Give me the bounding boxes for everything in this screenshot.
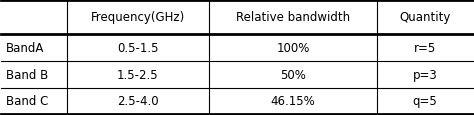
Text: 50%: 50% [280,68,306,81]
Text: Band B: Band B [6,68,49,81]
Text: Frequency(GHz): Frequency(GHz) [91,11,185,24]
Text: BandA: BandA [6,41,45,54]
Text: 46.15%: 46.15% [271,95,315,108]
Text: 100%: 100% [276,41,310,54]
Text: r=5: r=5 [414,41,436,54]
Text: p=3: p=3 [413,68,438,81]
Text: q=5: q=5 [413,95,438,108]
Text: Band C: Band C [6,95,49,108]
Text: Relative bandwidth: Relative bandwidth [236,11,350,24]
Text: 0.5-1.5: 0.5-1.5 [117,41,159,54]
Text: 1.5-2.5: 1.5-2.5 [117,68,159,81]
Text: 2.5-4.0: 2.5-4.0 [117,95,159,108]
Text: Quantity: Quantity [399,11,451,24]
